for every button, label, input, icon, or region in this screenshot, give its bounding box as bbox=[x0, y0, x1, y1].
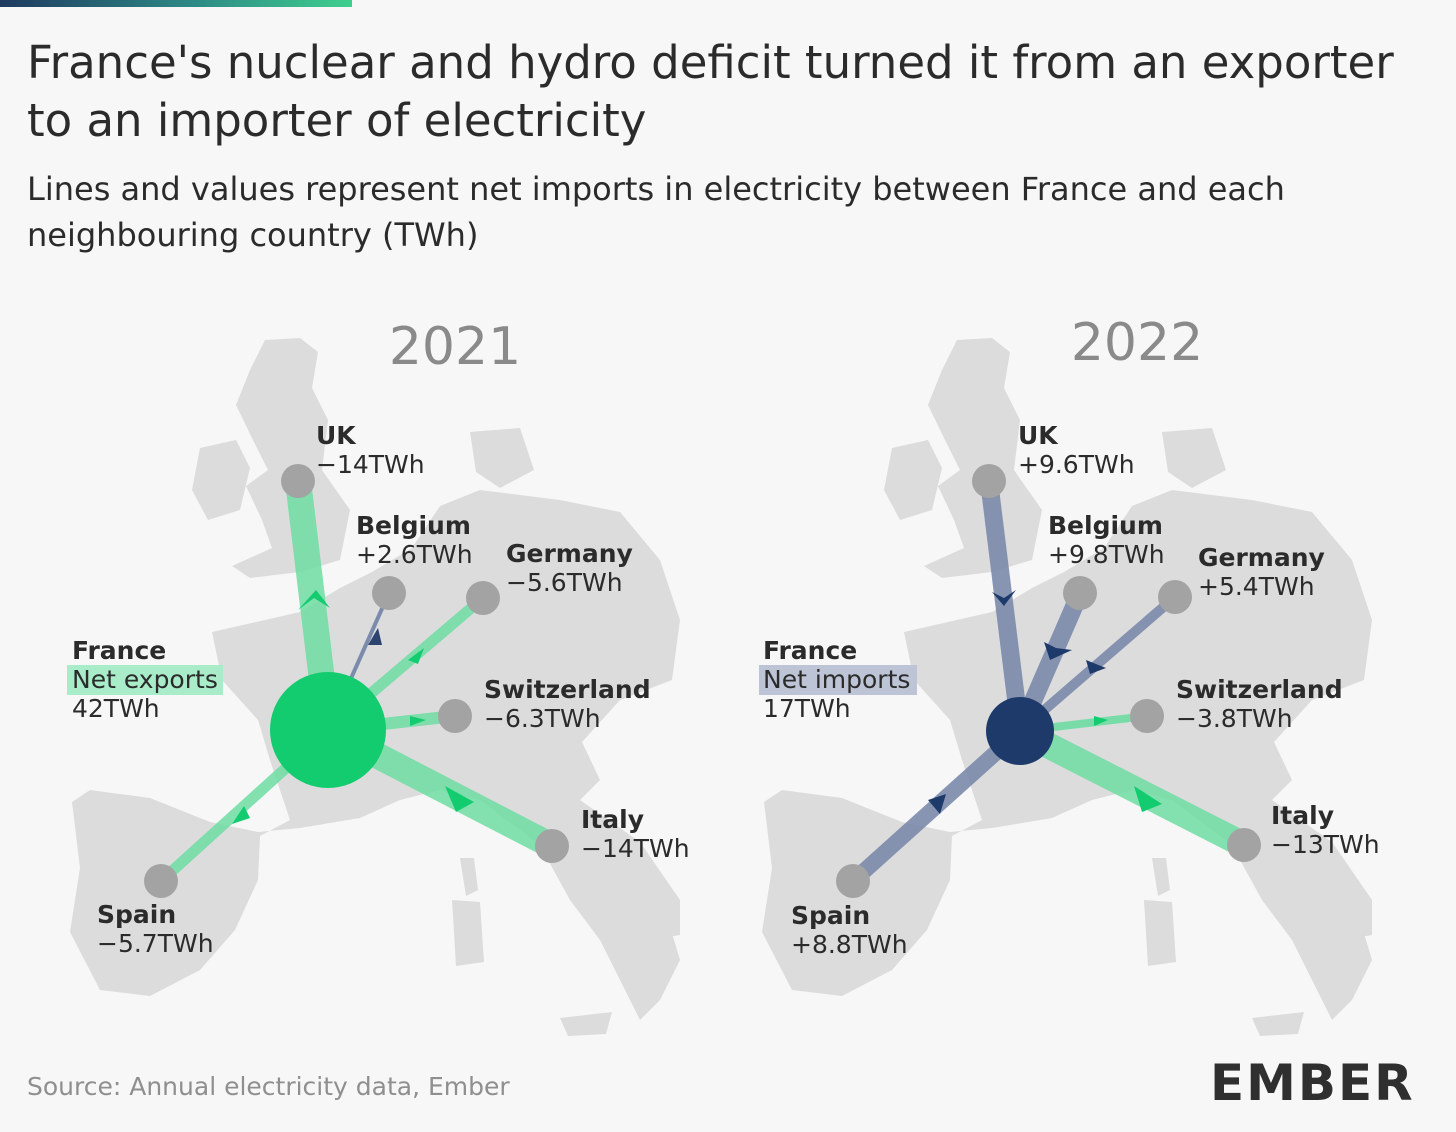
flow-arrow-italy-2022 bbox=[1134, 786, 1162, 812]
flow-arrow-spain bbox=[232, 806, 250, 824]
label-value-germany-2021: −5.6TWh bbox=[506, 568, 623, 597]
node-italy-2022 bbox=[1227, 828, 1261, 862]
label-value-belgium-2022: +9.8TWh bbox=[1048, 540, 1165, 569]
badge-bg-2021 bbox=[67, 665, 223, 695]
france-node-2021 bbox=[270, 672, 386, 788]
chart-title: France's nuclear and hydro deficit turne… bbox=[27, 36, 1394, 147]
label-value-uk-2021: −14TWh bbox=[316, 450, 425, 479]
label-value-switzerland-2021: −6.3TWh bbox=[484, 704, 601, 733]
label-name-spain-2022: Spain bbox=[791, 901, 870, 930]
flow-arrow-belgium-2022 bbox=[1044, 642, 1072, 660]
label-value-switzerland-2022: −3.8TWh bbox=[1176, 704, 1293, 733]
label-value-italy-2021: −14TWh bbox=[581, 834, 690, 863]
label-name-germany-2022: Germany bbox=[1198, 543, 1325, 572]
badge-net-exports-2021: Net exports bbox=[72, 665, 218, 694]
flow-arrow-italy bbox=[445, 786, 474, 812]
flow-arrow-belgium bbox=[368, 628, 382, 645]
flow-arrow-germany-2022 bbox=[1086, 660, 1106, 674]
flow-arrow-germany bbox=[408, 648, 424, 664]
label-name-belgium-2021: Belgium bbox=[356, 511, 471, 540]
flow-arrow-switzerland-2022 bbox=[1094, 716, 1108, 726]
label-name-italy-2022: Italy bbox=[1271, 801, 1334, 830]
node-belgium-2021 bbox=[372, 576, 406, 610]
label-france-2022: France bbox=[763, 636, 857, 665]
node-germany-2021 bbox=[466, 581, 500, 615]
node-switzerland-2021 bbox=[438, 699, 472, 733]
flow-arrow-spain-2022 bbox=[928, 794, 946, 814]
top-accent-bar bbox=[0, 0, 352, 7]
label-name-spain-2021: Spain bbox=[97, 900, 176, 929]
label-name-italy-2021: Italy bbox=[581, 805, 644, 834]
node-uk-2022 bbox=[972, 464, 1006, 498]
flow-line-italy-2022 bbox=[1014, 719, 1250, 857]
map-2022-overlay: 2022 UK +9.6TWh Belgium +9.8TWh Germany … bbox=[759, 313, 1380, 959]
source-note: Source: Annual electricity data, Ember bbox=[27, 1072, 510, 1101]
flow-line-uk-2022 bbox=[980, 479, 1029, 733]
france-node-2022 bbox=[986, 697, 1054, 765]
flow-arrow-uk bbox=[298, 590, 330, 610]
node-uk-2021 bbox=[281, 464, 315, 498]
node-spain-2022 bbox=[836, 864, 870, 898]
label-name-switzerland-2021: Switzerland bbox=[484, 675, 651, 704]
label-value-germany-2022: +5.4TWh bbox=[1198, 572, 1315, 601]
node-belgium-2022 bbox=[1063, 576, 1097, 610]
map-2021: 2021 UK −14TWh Belgium +2.6TWh Ge bbox=[67, 317, 690, 1036]
label-name-germany-2021: Germany bbox=[506, 539, 633, 568]
label-france-2021: France bbox=[72, 636, 166, 665]
chart-subtitle: Lines and values represent net imports i… bbox=[27, 170, 1285, 254]
badge-bg-2022 bbox=[759, 665, 917, 695]
label-name-switzerland-2022: Switzerland bbox=[1176, 675, 1343, 704]
flow-line-germany-2022 bbox=[1016, 593, 1179, 735]
label-name-uk-2022: UK bbox=[1018, 421, 1059, 450]
france-value-2022: 17TWh bbox=[763, 694, 851, 723]
flow-arrow-uk-2022 bbox=[992, 590, 1016, 606]
node-switzerland-2022 bbox=[1130, 699, 1164, 733]
flow-arrow-switzerland bbox=[410, 716, 426, 726]
node-germany-2022 bbox=[1158, 580, 1192, 614]
node-italy-2021 bbox=[535, 829, 569, 863]
label-name-belgium-2022: Belgium bbox=[1048, 511, 1163, 540]
label-value-belgium-2021: +2.6TWh bbox=[356, 540, 473, 569]
year-2021: 2021 bbox=[389, 317, 521, 377]
label-name-uk-2021: UK bbox=[316, 421, 357, 450]
label-value-spain-2021: −5.7TWh bbox=[97, 929, 214, 958]
year-2022: 2022 bbox=[1071, 313, 1203, 373]
label-value-spain-2022: +8.8TWh bbox=[791, 930, 908, 959]
label-value-italy-2022: −13TWh bbox=[1271, 830, 1380, 859]
label-value-uk-2022: +9.6TWh bbox=[1018, 450, 1135, 479]
badge-net-imports-2022: Net imports bbox=[763, 665, 910, 694]
ember-logo: EMBER bbox=[1210, 1054, 1415, 1112]
france-value-2021: 42TWh bbox=[72, 694, 160, 723]
node-spain-2021 bbox=[144, 864, 178, 898]
